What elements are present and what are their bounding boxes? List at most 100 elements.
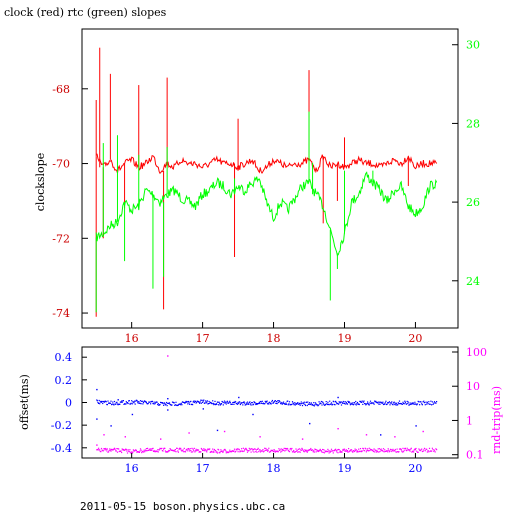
roundtrip-point [220,449,222,451]
roundtrip-point [322,448,324,451]
roundtrip-point [255,449,257,451]
offset-point [394,403,396,406]
roundtrip-point [245,447,247,449]
offset-point [408,404,411,406]
offset-point [434,402,436,404]
roundtrip-point [323,449,325,451]
offset-point [323,403,325,405]
rtc-axis: 24 26 28 30 [452,39,480,288]
offset-point [419,404,421,406]
offset-point [250,404,252,406]
offset-point [338,401,340,403]
offset-point [276,403,278,405]
offset-point [306,401,308,403]
offset-point [254,402,256,404]
roundtrip-point [296,450,298,452]
roundtrip-point [156,451,158,453]
offset-point [395,404,397,406]
roundtrip-point [377,451,379,453]
roundtrip-point [362,448,364,450]
offset-point [282,402,284,404]
roundtrip-point [212,448,214,450]
roundtrip-point [287,448,289,450]
roundtrip-tick-label: 0.1 [466,449,484,462]
offset-point [199,402,201,404]
offset-point [159,404,161,406]
roundtrip-point [139,448,142,450]
offset-point [271,401,273,403]
offset-point [264,403,266,405]
offset-point [301,405,304,407]
offset-point [332,403,334,405]
roundtrip-point [342,448,344,450]
offset-point [431,401,433,403]
roundtrip-point [332,452,334,454]
roundtrip-point [132,449,134,451]
roundtrip-point [409,450,411,452]
slope-x-tick-label: 19 [337,332,351,345]
roundtrip-point [256,451,258,453]
roundtrip-point [423,447,426,449]
roundtrip-point [201,448,203,450]
offset-x-tick-label: 16 [125,462,139,475]
offset-point [293,403,295,405]
roundtrip-point [164,447,166,449]
roundtrip-point [279,449,281,451]
offset-point [99,401,101,403]
roundtrip-point [299,451,301,453]
offset-point [151,400,153,402]
roundtrip-point [306,451,308,453]
roundtrip-point [406,447,408,449]
offset-point [223,402,225,404]
roundtrip-point [100,447,103,450]
roundtrip-point [404,447,406,449]
roundtrip-point [178,448,180,450]
offset-point [180,404,182,406]
roundtrip-point [364,450,366,452]
offset-point [363,400,365,402]
roundtrip-point [431,447,433,449]
offset-point [198,401,200,403]
roundtrip-point [290,449,292,451]
offset-point [279,401,281,403]
offset-point [103,401,106,403]
offset-point [219,404,221,406]
offset-point [354,403,356,405]
offset-point [165,403,167,405]
roundtrip-point [436,449,438,451]
roundtrip-point [188,448,190,450]
roundtrip-point [138,451,140,453]
offset-point [215,404,217,406]
offset-point [284,403,286,405]
offset-point [100,400,102,402]
roundtrip-point [200,451,202,453]
roundtrip-point [248,447,250,449]
offset-point [299,402,301,404]
roundtrip-point [416,451,419,453]
slope-x-tick-label: 18 [267,332,281,345]
roundtrip-point [435,448,437,450]
offset-point [412,402,414,404]
offset-point [222,401,224,403]
roundtrip-point [266,449,268,451]
offset-point [246,403,248,405]
roundtrip-point [358,448,360,450]
roundtrip-point [302,449,304,451]
offset-point [154,403,156,405]
roundtrip-point [263,450,265,452]
offset-point [100,401,103,403]
offset-point [326,403,328,405]
roundtrip-point-outlier [422,430,424,433]
offset-point-outlier [167,398,169,400]
offset-point [110,400,112,402]
roundtrip-point [104,449,106,451]
offset-point [352,404,354,406]
offset-point [277,401,279,404]
roundtrip-point [184,451,187,453]
offset-point [351,403,353,405]
offset-x-tick-label: 18 [267,462,281,475]
offset-point [268,403,270,405]
offset-point [407,401,409,403]
roundtrip-point [108,449,110,452]
offset-point [228,401,230,403]
